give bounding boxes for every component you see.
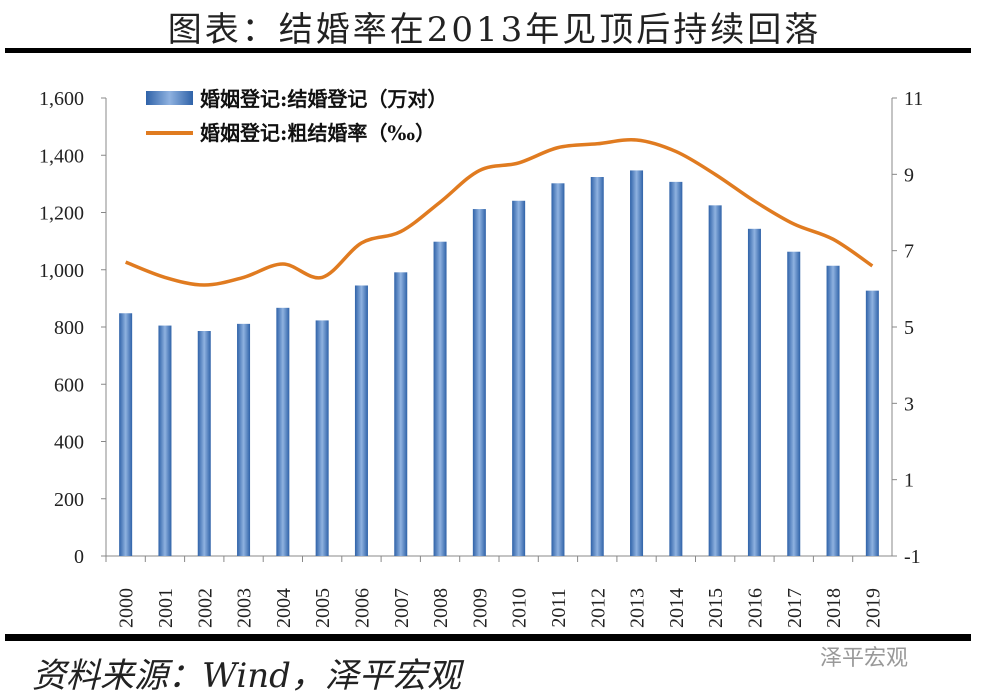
source-note: 资料来源：Wind，泽平宏观 [32, 656, 461, 696]
x-tick-label: 2017 [784, 588, 806, 628]
bar [669, 181, 683, 556]
x-tick-label: 2007 [391, 588, 413, 628]
bar [158, 325, 172, 556]
x-tick-label: 2019 [862, 588, 884, 628]
left-tick-label: 600 [54, 374, 84, 396]
x-tick-label: 2000 [116, 588, 138, 628]
chart: 0 200 400 600 800 1,000 1,200 1,400 1,600 -1 1 3 5 7 9… [39, 87, 923, 628]
watermark: 泽平宏观 [820, 646, 909, 671]
x-tick-label: 2003 [234, 588, 256, 628]
right-tick-label: 7 [904, 241, 914, 263]
right-tick-label: 11 [904, 88, 923, 110]
left-tick-label: 1,400 [39, 145, 84, 167]
x-tick-label: 2016 [744, 588, 766, 628]
x-tick-label: 2002 [194, 588, 216, 628]
page-title: 图表：结婚率在2013年见顶后持续回落 [167, 10, 822, 50]
legend-line-label: 婚姻登记:粗结婚率（‰） [200, 121, 435, 145]
x-tick-label: 2009 [469, 588, 491, 628]
bottom-rule [5, 634, 971, 641]
left-tick-label: 1,600 [39, 88, 84, 110]
left-tick-label: 400 [54, 432, 84, 454]
bar [197, 331, 211, 556]
bar [865, 290, 879, 556]
right-tick-label: 9 [904, 164, 914, 186]
bar [354, 285, 368, 556]
x-tick-label: 2001 [155, 588, 177, 628]
x-tick-label: 2013 [627, 588, 649, 628]
left-tick-label: 800 [54, 317, 84, 339]
right-tick-label: 1 [904, 470, 914, 492]
left-tick-label: 1,200 [39, 203, 84, 225]
x-tick-label: 2006 [351, 588, 373, 628]
x-tick-label: 2004 [273, 588, 295, 628]
x-tick-label: 2008 [430, 588, 452, 628]
bar [826, 265, 840, 556]
left-tick-label: 200 [54, 489, 84, 511]
rate-line [125, 137, 874, 287]
bar [630, 170, 644, 556]
bar [747, 228, 761, 556]
bar [787, 251, 801, 556]
right-tick-label: 5 [904, 317, 914, 339]
x-tick-label: 2018 [823, 588, 845, 628]
right-tick-label: -1 [904, 546, 921, 568]
bar [551, 183, 565, 557]
bar [237, 323, 251, 556]
bar [590, 177, 604, 556]
x-tick-label: 2010 [509, 588, 531, 628]
left-tick-label: 0 [74, 546, 84, 568]
bar [394, 272, 408, 556]
bar [472, 209, 486, 556]
bar [433, 241, 447, 556]
bar [276, 307, 290, 556]
bar [512, 200, 526, 557]
legend-bar-swatch [146, 91, 193, 105]
x-tick-label: 2014 [666, 588, 688, 628]
bar [708, 205, 722, 556]
right-tick-label: 3 [904, 393, 914, 415]
x-tick-label: 2012 [587, 588, 609, 628]
top-rule [5, 48, 971, 53]
legend-bar-label: 婚姻登记:结婚登记（万对） [200, 87, 447, 111]
bar [315, 320, 329, 556]
x-tick-label: 2011 [548, 588, 570, 627]
x-tick-label: 2015 [705, 588, 727, 628]
bar [119, 313, 133, 556]
left-tick-label: 1,000 [39, 260, 84, 282]
x-tick-label: 2005 [312, 588, 334, 628]
